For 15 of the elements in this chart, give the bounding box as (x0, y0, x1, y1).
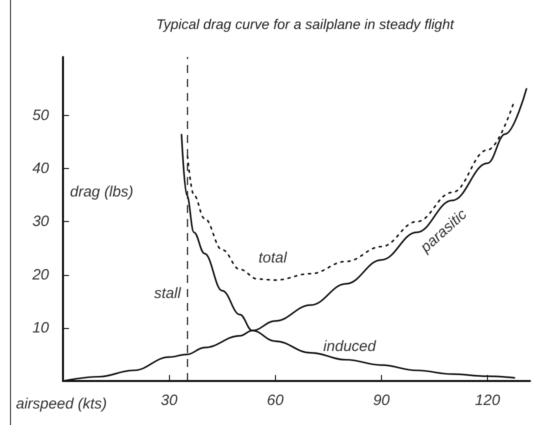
series-label: induced (323, 338, 376, 355)
x-tick-label: 120 (475, 392, 501, 409)
y-tick-label: 40 (32, 160, 50, 178)
chart-title: Typical drag curve for a sailplane in steady flight (156, 16, 455, 32)
x-tick-label: 30 (160, 392, 178, 409)
y-tick-label: 10 (32, 319, 50, 336)
series-label: total (258, 249, 288, 266)
y-tick-label: 50 (32, 106, 50, 124)
y-tick-label: 20 (31, 266, 50, 284)
x-axis-title: airspeed (kts) (16, 396, 107, 412)
x-tick-label: 60 (266, 392, 284, 409)
y-tick-label: 30 (32, 213, 50, 230)
ref-line-label: stall (154, 285, 182, 302)
x-tick-label: 90 (373, 392, 390, 409)
y-axis-title: drag (lbs) (70, 184, 134, 200)
